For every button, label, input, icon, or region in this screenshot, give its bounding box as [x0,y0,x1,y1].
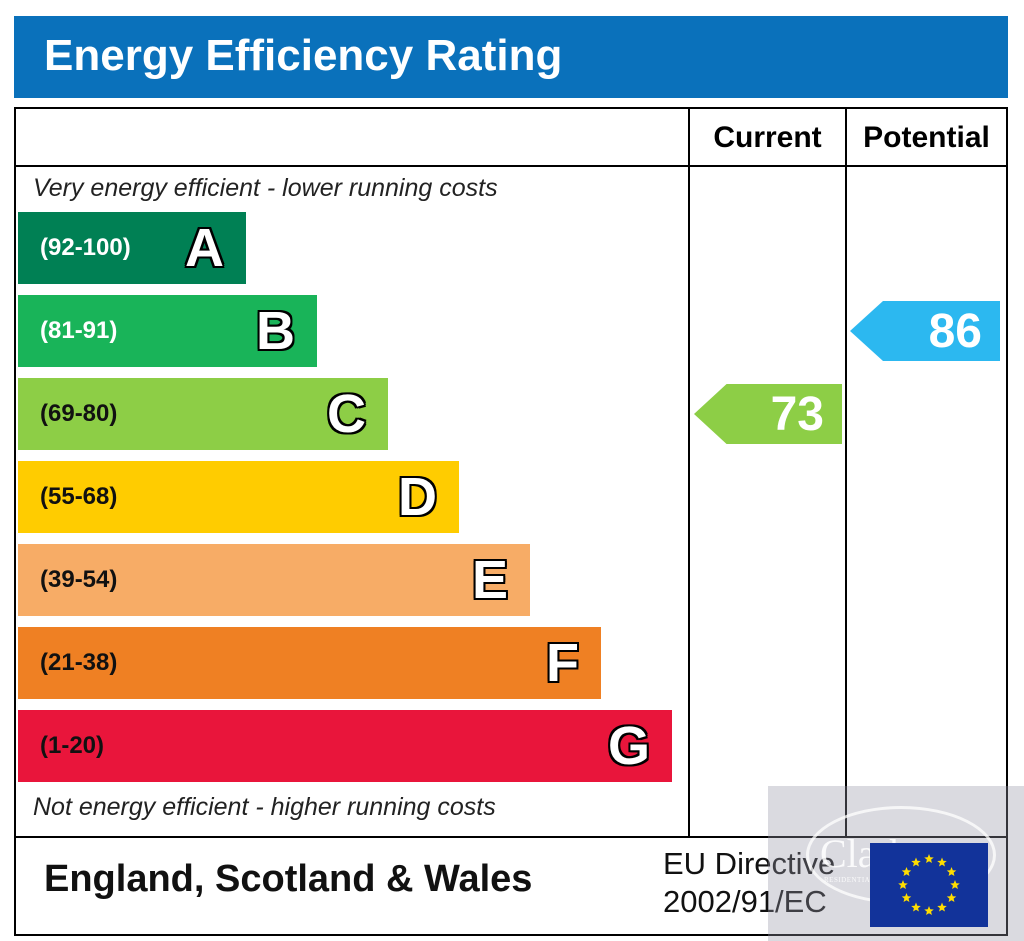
band-e: (39-54) E [18,544,530,616]
eu-flag-icon [870,843,988,927]
band-c: (69-80) C [18,378,388,450]
band-f: (21-38) F [18,627,601,699]
divider-potential-left [845,107,847,838]
eu-stars [898,854,960,916]
band-letter-label: D [398,467,437,527]
potential-column-header: Potential [863,121,990,154]
eu-star-icon [924,906,934,916]
header-bar: Energy Efficiency Rating [14,16,1008,98]
bottom-note: Not energy efficient - higher running co… [33,793,496,821]
current-rating-arrow: 73 [694,384,842,444]
divider-current-left [688,107,690,838]
band-g: (1-20) G [18,710,672,782]
eu-star-icon [946,867,957,877]
band-range-label: (69-80) [40,400,118,427]
eu-star-icon [911,857,921,867]
chart-frame [14,107,1008,936]
band-d: (55-68) D [18,461,459,533]
band-range-label: (21-38) [40,649,118,676]
eu-star-icon [924,854,934,864]
eu-star-icon [911,902,921,912]
band-range-label: (1-20) [40,732,105,759]
band-a: (92-100) A [18,212,246,284]
band-letter-label: B [256,301,295,361]
current-column-header: Current [713,121,822,154]
eu-star-icon [946,893,957,903]
potential-rating-value: 86 [928,305,982,358]
top-note: Very energy efficient - lower running co… [33,174,498,202]
eu-star-icon [901,893,912,903]
eu-star-icon [901,867,912,877]
band-letter-label: F [546,633,579,693]
band-b: (81-91) B [18,295,317,367]
chart-title: Energy Efficiency Rating [44,31,563,80]
eu-star-icon [950,880,960,890]
band-letter-label: E [471,550,508,610]
band-range-label: (39-54) [40,566,118,593]
eu-star-icon [937,902,947,912]
footer-row-line [14,836,1008,838]
potential-rating-arrow: 86 [850,301,1000,361]
band-letter-label: G [607,716,650,776]
eu-directive-line2: 2002/91/EC [663,884,827,919]
eu-star-icon [937,857,947,867]
band-range-label: (81-91) [40,317,118,344]
band-letter-label: A [185,218,224,278]
eu-star-icon [898,880,908,890]
footer-region: England, Scotland & Wales [44,858,533,900]
header-row-line [14,165,1008,167]
band-range-label: (92-100) [40,234,131,261]
band-letter-label: C [327,384,366,444]
current-rating-value: 73 [770,388,824,441]
band-range-label: (55-68) [40,483,118,510]
